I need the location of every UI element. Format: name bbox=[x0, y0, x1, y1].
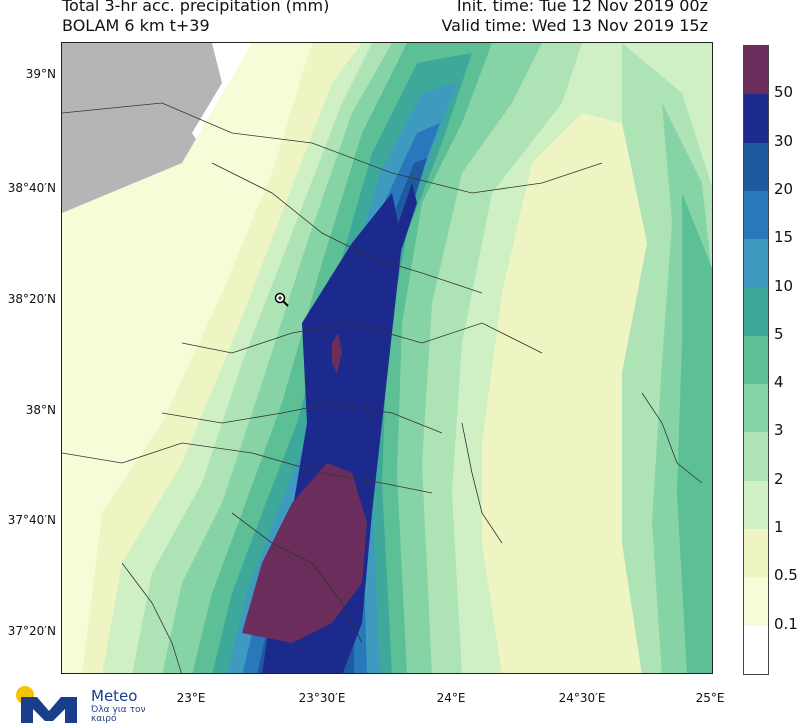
colorbar-label: 2 bbox=[774, 469, 784, 488]
colorbar-swatch bbox=[744, 335, 768, 385]
colorbar-label: 0.5 bbox=[774, 566, 798, 585]
lon-label-24e: 24°E bbox=[436, 691, 466, 705]
logo-name: Meteo bbox=[91, 687, 138, 705]
colorbar-label: 3 bbox=[774, 421, 784, 440]
precipitation-colorbar bbox=[743, 45, 769, 675]
colorbar-label: 4 bbox=[774, 373, 784, 392]
lat-label-39n: 39°N bbox=[25, 67, 56, 81]
colorbar-label: 15 bbox=[774, 228, 794, 247]
valid-time: Valid time: Wed 13 Nov 2019 15z bbox=[441, 16, 708, 35]
lat-label-37-20n: 37°20′N bbox=[7, 624, 56, 638]
map-title: Total 3-hr acc. precipitation (mm) bbox=[62, 0, 330, 15]
colorbar-swatch bbox=[744, 625, 768, 675]
colorbar-swatch bbox=[744, 384, 768, 433]
lat-label-37-40n: 37°40′N bbox=[7, 513, 56, 527]
lat-label-38-20n: 38°20′N bbox=[7, 292, 56, 306]
precip-contours bbox=[62, 43, 712, 673]
colorbar-swatch bbox=[744, 432, 768, 482]
colorbar-label: 30 bbox=[774, 131, 794, 150]
colorbar-label: 5 bbox=[774, 324, 784, 343]
colorbar-swatch bbox=[744, 239, 768, 289]
colorbar-label: 0.1 bbox=[774, 614, 798, 633]
colorbar-swatch bbox=[744, 480, 768, 530]
colorbar-label: 20 bbox=[774, 179, 794, 198]
colorbar-swatch bbox=[744, 94, 768, 144]
lon-label-25e: 25°E bbox=[695, 691, 725, 705]
zoom-in-icon bbox=[274, 292, 289, 307]
colorbar-label: 1 bbox=[774, 518, 784, 537]
meteo-logo-icon bbox=[16, 686, 77, 723]
meteo-logo[interactable]: Meteo Όλα για τον καιρό bbox=[13, 685, 146, 725]
logo-tagline: Όλα για τον καιρό bbox=[91, 705, 146, 724]
lon-label-23e: 23°E bbox=[176, 691, 206, 705]
lon-label-24-30e: 24°30′E bbox=[558, 691, 606, 705]
lat-label-38-40n: 38°40′N bbox=[7, 181, 56, 195]
colorbar-swatch bbox=[744, 529, 768, 578]
model-subtitle: BOLAM 6 km t+39 bbox=[62, 16, 210, 35]
colorbar-label: 50 bbox=[774, 83, 794, 102]
colorbar-swatch bbox=[744, 142, 768, 192]
colorbar-label: 10 bbox=[774, 276, 794, 295]
colorbar-swatch bbox=[744, 577, 768, 627]
lat-label-38n: 38°N bbox=[25, 403, 56, 417]
colorbar-swatch bbox=[744, 190, 768, 240]
colorbar-swatch bbox=[744, 46, 768, 95]
lon-label-23-30e: 23°30′E bbox=[298, 691, 346, 705]
precipitation-map[interactable] bbox=[61, 42, 713, 674]
border-lines bbox=[62, 102, 703, 673]
init-time: Init. time: Tue 12 Nov 2019 00z bbox=[456, 0, 708, 15]
colorbar-swatch bbox=[744, 287, 768, 337]
